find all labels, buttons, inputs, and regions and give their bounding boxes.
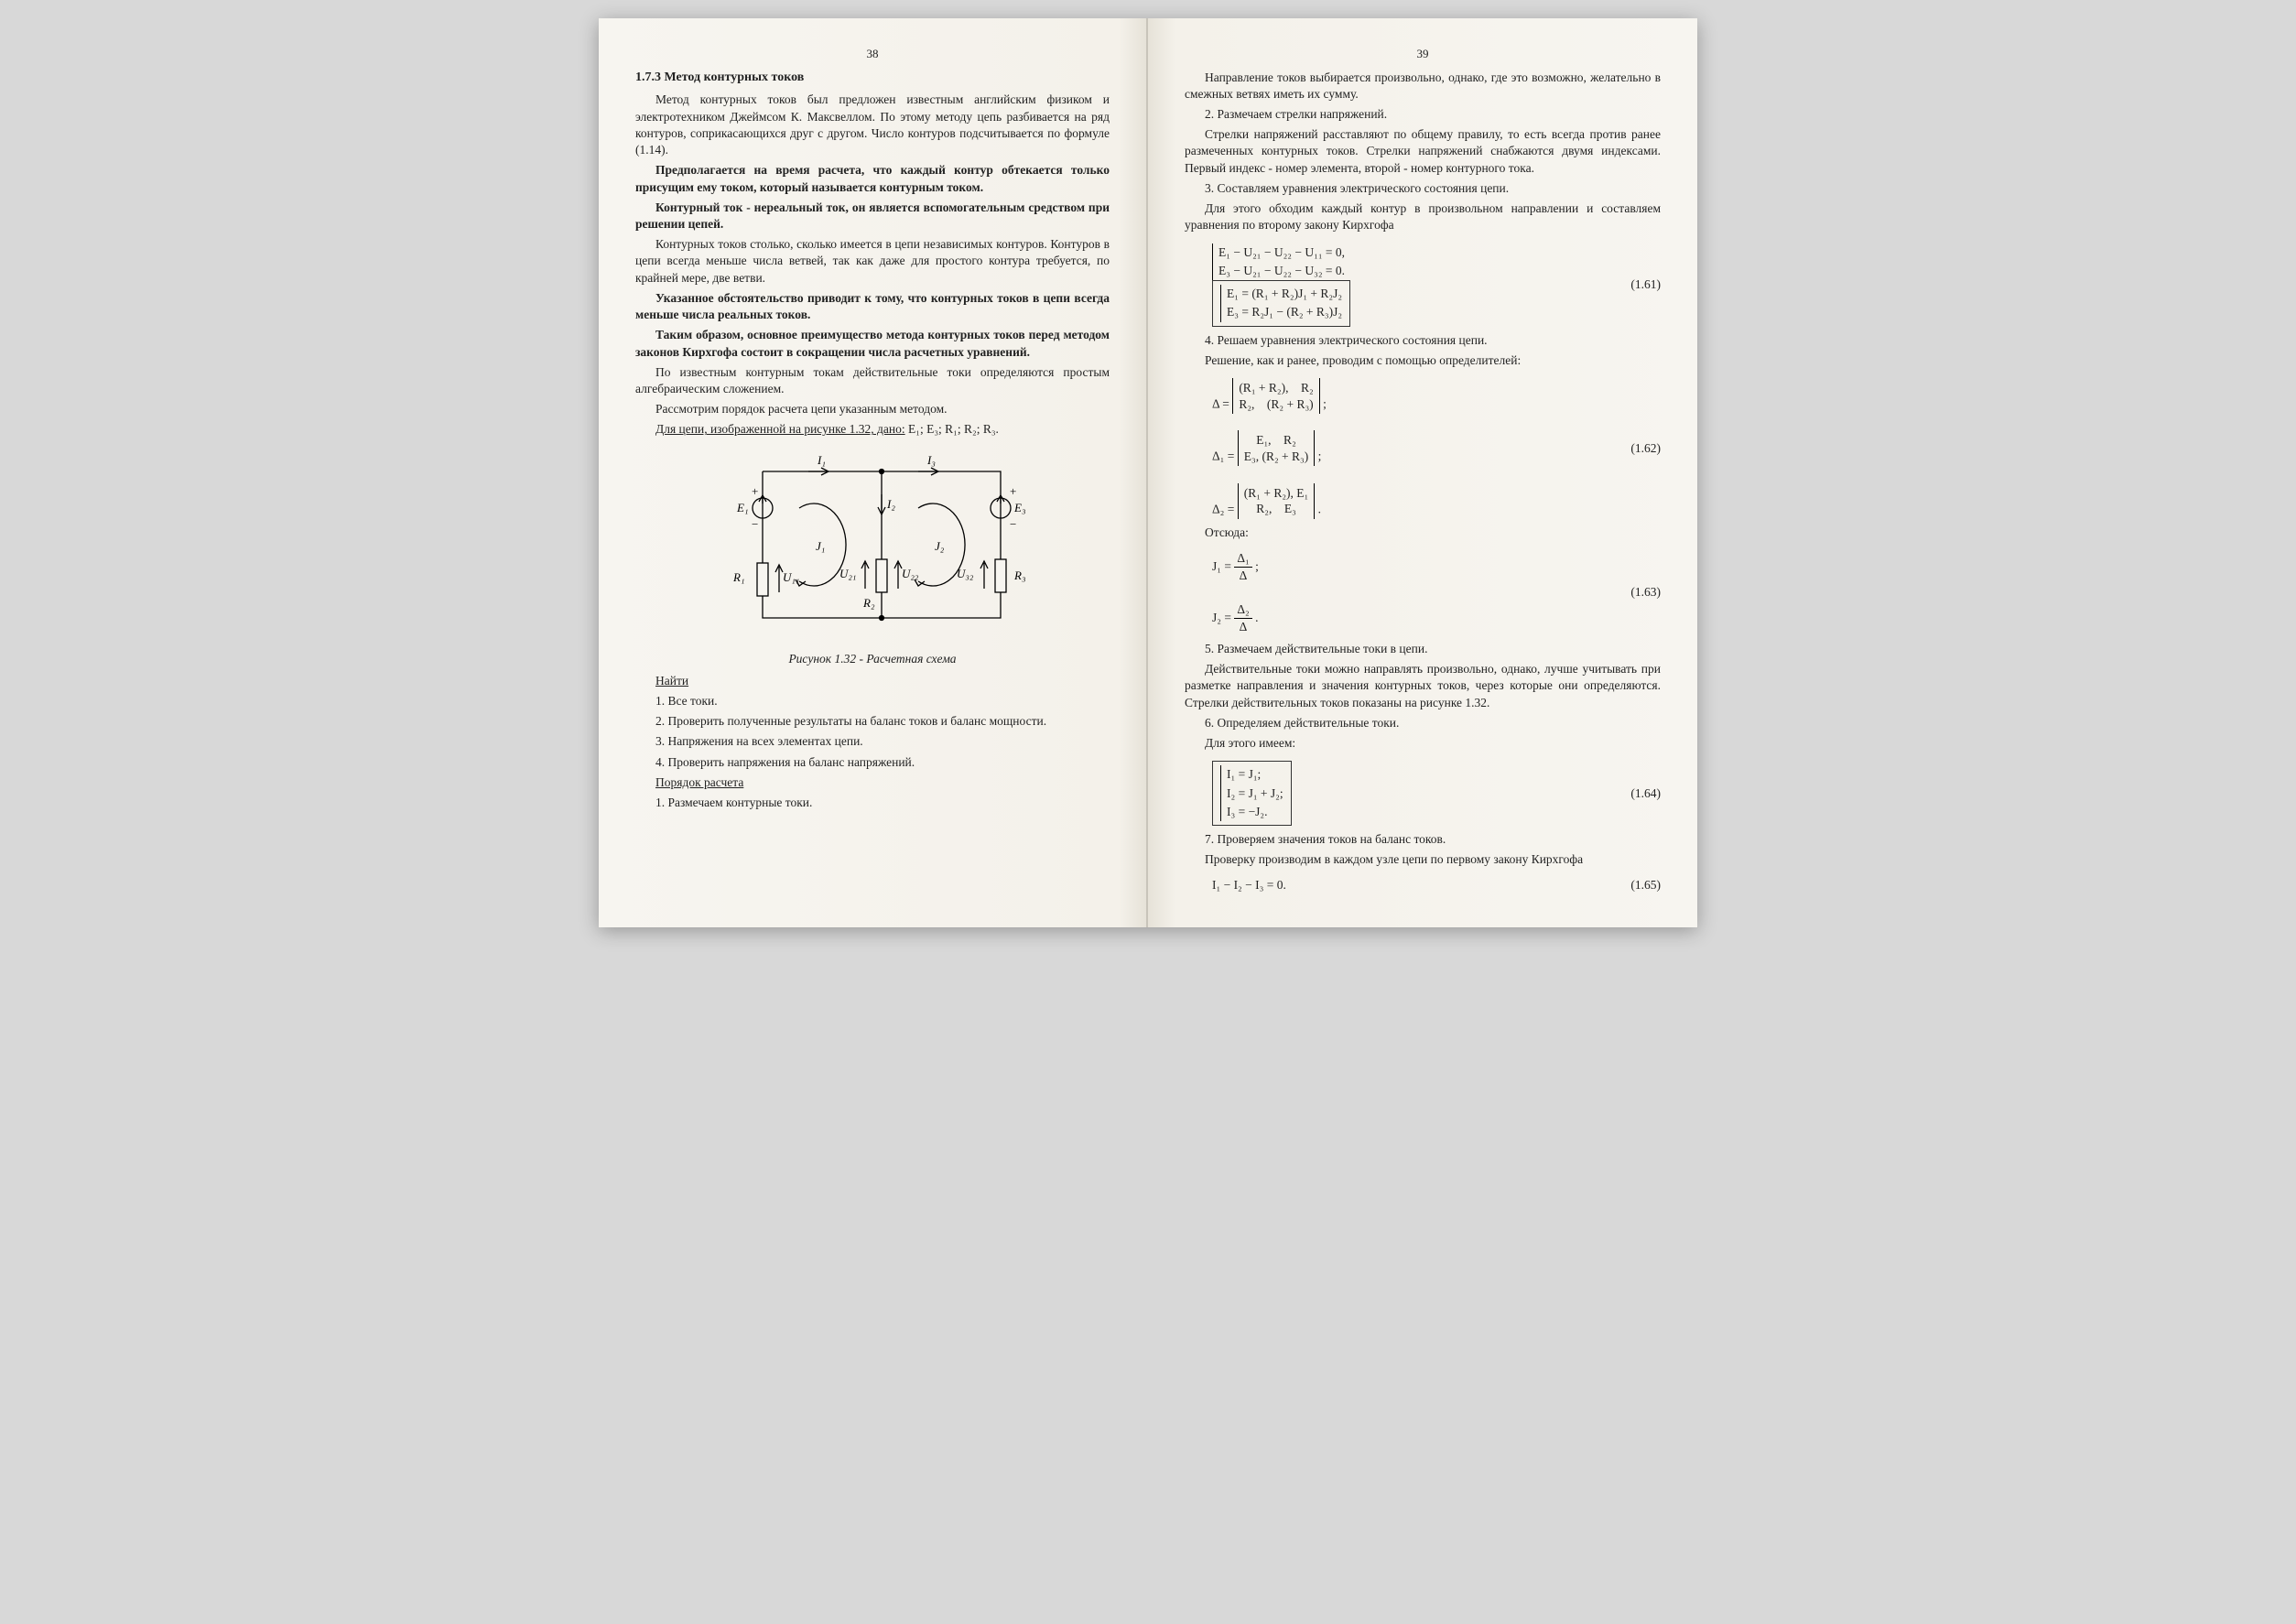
paragraph: Метод контурных токов был предложен изве…: [635, 92, 1110, 158]
paragraph: Предполагается на время расчета, что каж…: [635, 162, 1110, 195]
svg-text:R₁: R₁: [732, 570, 744, 584]
paragraph: 2. Размечаем стрелки напряжений.: [1185, 106, 1661, 123]
paragraph: Стрелки напряжений расставляют по общему…: [1185, 126, 1661, 177]
eq-line: E₃ = R₂J₁ − (R₂ + R₃)J₂: [1227, 305, 1342, 319]
paragraph: Для этого обходим каждый контур в произв…: [1185, 200, 1661, 233]
paragraph: Таким образом, основное преимущество мет…: [635, 327, 1110, 360]
paragraph: 3. Составляем уравнения электрического с…: [1185, 180, 1661, 197]
svg-text:I₁: I₁: [817, 453, 826, 467]
paragraph: Проверку производим в каждом узле цепи п…: [1185, 851, 1661, 868]
paragraph: Для этого имеем:: [1185, 735, 1661, 752]
svg-text:J₁: J₁: [816, 539, 825, 553]
page-number-left: 38: [635, 46, 1110, 62]
given-items: E₁; E₃; R₁; R₂; R₃.: [905, 422, 999, 436]
order-item: 1. Размечаем контурные токи.: [655, 795, 1110, 811]
find-item: 3. Напряжения на всех элементах цепи.: [655, 733, 1110, 750]
equation-number: (1.61): [1612, 276, 1661, 293]
svg-text:I₂: I₂: [886, 497, 895, 511]
paragraph: Отсюда:: [1185, 525, 1661, 541]
eq-line: I₁ − I₂ − I₃ = 0.: [1212, 877, 1286, 893]
page-number-right: 39: [1185, 46, 1661, 62]
svg-text:U₂₂: U₂₂: [902, 567, 919, 580]
paragraph: Контурных токов столько, сколько имеется…: [635, 236, 1110, 287]
eq-line: E₁ − U₂₁ − U₂₂ − U₁₁ = 0,: [1218, 245, 1345, 259]
book-spread: 38 1.7.3 Метод контурных токов Метод кон…: [599, 18, 1697, 927]
equation-number: (1.64): [1612, 785, 1661, 802]
eq-line: I₁ = J₁;: [1227, 767, 1261, 781]
given-line: Для цепи, изображенной на рисунке 1.32, …: [635, 421, 1110, 438]
given-underline: Для цепи, изображенной на рисунке 1.32, …: [655, 422, 905, 436]
svg-text:+: +: [752, 484, 758, 498]
svg-text:E₃: E₃: [1013, 501, 1025, 514]
equation-1.62: Δ = (R₁ + R₂), R₂R₂, (R₂ + R₃) ; Δ₁ = E₁…: [1185, 373, 1661, 525]
section-heading: 1.7.3 Метод контурных токов: [635, 70, 1110, 87]
equation-number: (1.65): [1612, 877, 1661, 893]
eq-line: E₃ − U₂₁ − U₂₂ − U₃₂ = 0.: [1218, 264, 1345, 277]
svg-text:R₂: R₂: [862, 596, 875, 610]
paragraph: Рассмотрим порядок расчета цепи указанны…: [635, 401, 1110, 417]
delta1-label: Δ₁ =: [1212, 449, 1234, 463]
svg-text:U₃₂: U₃₂: [957, 567, 974, 580]
circuit-diagram: E₁ E₃ R₁ R₂ R₃ I₁ I₃ I₂ J₁ J₂ U₁₁ U₂₁ U₂…: [708, 444, 1037, 645]
equation-1.63: J₁ = Δ₁Δ ; J₂ = Δ₂Δ . (1.63): [1185, 545, 1661, 641]
page-left: 38 1.7.3 Метод контурных токов Метод кон…: [599, 18, 1148, 927]
figure-caption: Рисунок 1.32 - Расчетная схема: [635, 651, 1110, 667]
svg-text:J₂: J₂: [935, 539, 945, 553]
paragraph: По известным контурным токам действитель…: [635, 364, 1110, 397]
find-item: 1. Все токи.: [655, 693, 1110, 709]
find-item: 2. Проверить полученные результаты на ба…: [655, 713, 1110, 730]
paragraph: 4. Решаем уравнения электрического состо…: [1185, 332, 1661, 349]
equation-number: (1.62): [1612, 440, 1661, 457]
svg-text:I₃: I₃: [926, 453, 936, 467]
page-right: 39 Направление токов выбирается произвол…: [1148, 18, 1697, 927]
equation-1.64: I₁ = J₁; I₂ = J₁ + J₂; I₃ = −J₂. (1.64): [1185, 755, 1661, 831]
equation-1.61: E₁ − U₂₁ − U₂₂ − U₁₁ = 0, E₃ − U₂₁ − U₂₂…: [1185, 238, 1661, 332]
delta-label: Δ =: [1212, 397, 1229, 411]
paragraph: Решение, как и ранее, проводим с помощью…: [1185, 352, 1661, 369]
svg-text:−: −: [752, 517, 758, 531]
svg-text:U₂₁: U₂₁: [839, 567, 856, 580]
order-heading: Порядок расчета: [655, 774, 1110, 791]
paragraph: 5. Размечаем действительные токи в цепи.: [1185, 641, 1661, 657]
svg-text:+: +: [1010, 484, 1016, 498]
eq-line: E₁ = (R₁ + R₂)J₁ + R₂J₂: [1227, 287, 1342, 300]
find-item: 4. Проверить напряжения на баланс напряж…: [655, 754, 1110, 771]
paragraph: 6. Определяем действительные токи.: [1185, 715, 1661, 731]
svg-text:U₁₁: U₁₁: [783, 570, 799, 584]
paragraph: Действительные токи можно направлять про…: [1185, 661, 1661, 711]
equation-number: (1.63): [1612, 584, 1661, 601]
equation-1.65: I₁ − I₂ − I₃ = 0. (1.65): [1185, 872, 1661, 899]
eq-line: I₃ = −J₂.: [1227, 805, 1268, 818]
eq-line: I₂ = J₁ + J₂;: [1227, 786, 1283, 800]
paragraph: Контурный ток - нереальный ток, он являе…: [635, 200, 1110, 233]
find-heading: Найти: [655, 673, 1110, 689]
paragraph: 7. Проверяем значения токов на баланс то…: [1185, 831, 1661, 848]
paragraph: Указанное обстоятельство приводит к тому…: [635, 290, 1110, 323]
paragraph: Направление токов выбирается произвольно…: [1185, 70, 1661, 103]
svg-text:R₃: R₃: [1013, 568, 1025, 582]
delta2-label: Δ₂ =: [1212, 502, 1234, 515]
svg-text:−: −: [1010, 517, 1016, 531]
svg-text:E₁: E₁: [736, 501, 748, 514]
